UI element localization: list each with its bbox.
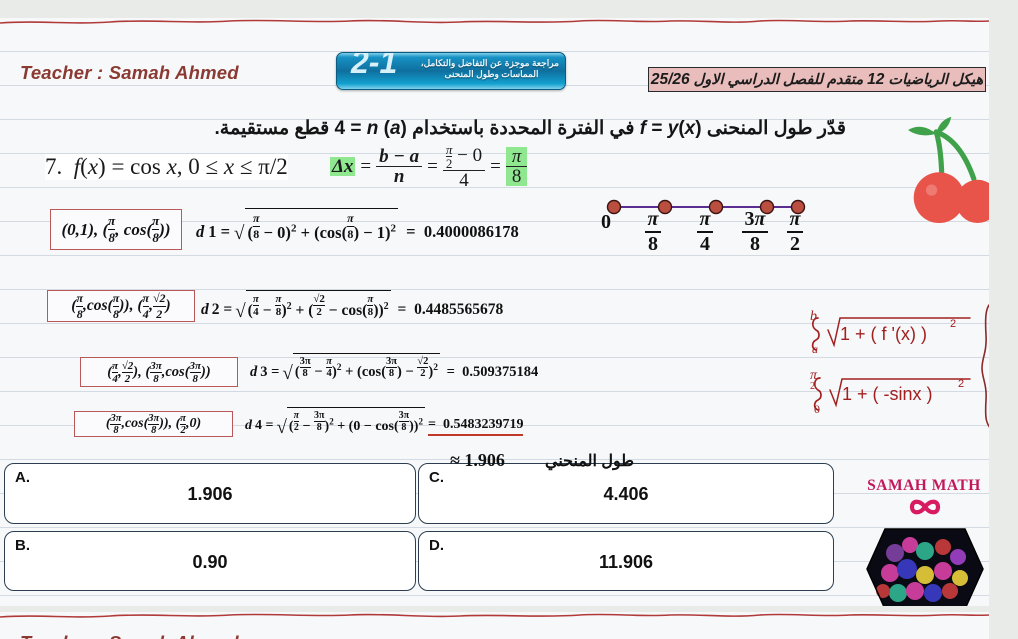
svg-text:2: 2 [958, 378, 964, 390]
svg-text:1 + ( f '(x) ): 1 + ( f '(x) ) [840, 324, 927, 344]
svg-text:0: 0 [814, 402, 820, 416]
svg-text:2: 2 [950, 318, 956, 330]
svg-text:1 + ( -sinx ): 1 + ( -sinx ) [842, 384, 933, 404]
svg-text:a: a [812, 342, 818, 355]
